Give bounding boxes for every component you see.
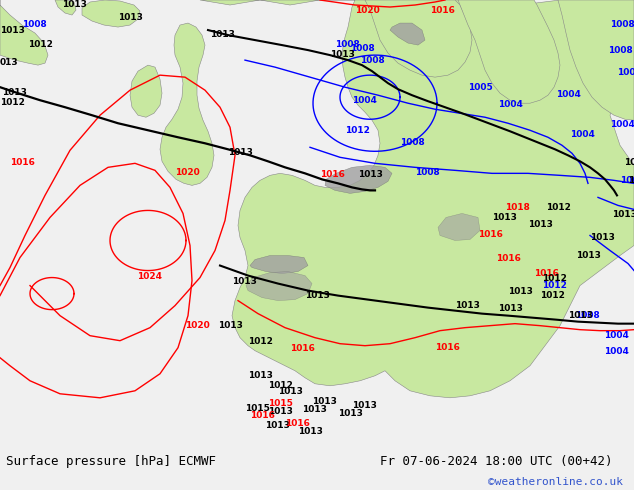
Text: 1016: 1016 bbox=[478, 230, 503, 240]
Polygon shape bbox=[458, 0, 560, 103]
Text: 1020: 1020 bbox=[355, 6, 380, 15]
Text: 1013: 1013 bbox=[590, 234, 615, 243]
Text: 1012: 1012 bbox=[345, 126, 370, 135]
Text: 1013: 1013 bbox=[265, 421, 290, 430]
Text: 1008: 1008 bbox=[415, 169, 440, 177]
Text: 1013: 1013 bbox=[508, 287, 533, 295]
Text: 1008: 1008 bbox=[335, 40, 359, 49]
Polygon shape bbox=[160, 23, 214, 185]
Text: Fr 07-06-2024 18:00 UTC (00+42): Fr 07-06-2024 18:00 UTC (00+42) bbox=[380, 455, 613, 468]
Polygon shape bbox=[130, 65, 162, 117]
Text: 1008: 1008 bbox=[575, 311, 600, 319]
Text: 1024: 1024 bbox=[138, 271, 162, 281]
Text: 1013: 1013 bbox=[455, 301, 480, 310]
Text: 1013: 1013 bbox=[298, 427, 323, 436]
Text: 1012: 1012 bbox=[0, 98, 25, 107]
Polygon shape bbox=[0, 0, 48, 65]
Text: 1016: 1016 bbox=[10, 158, 35, 167]
Text: 1020: 1020 bbox=[175, 169, 200, 177]
Text: 1004: 1004 bbox=[604, 347, 629, 356]
Text: 1008: 1008 bbox=[620, 176, 634, 185]
Text: 1013: 1013 bbox=[278, 387, 303, 396]
Text: 1008: 1008 bbox=[360, 56, 385, 65]
Polygon shape bbox=[55, 0, 76, 15]
Text: 1012: 1012 bbox=[268, 381, 293, 390]
Polygon shape bbox=[365, 0, 472, 77]
Text: 1008: 1008 bbox=[22, 20, 47, 29]
Polygon shape bbox=[438, 214, 480, 241]
Text: 1013: 1013 bbox=[118, 13, 143, 22]
Text: 1008: 1008 bbox=[350, 44, 375, 53]
Text: 1013: 1013 bbox=[612, 210, 634, 220]
Text: 1016: 1016 bbox=[250, 411, 275, 420]
Text: 1013: 1013 bbox=[62, 0, 87, 9]
Text: Surface pressure [hPa] ECMWF: Surface pressure [hPa] ECMWF bbox=[6, 455, 216, 468]
Text: 1016: 1016 bbox=[285, 419, 310, 428]
Text: 1012: 1012 bbox=[542, 273, 567, 283]
Text: 1012: 1012 bbox=[546, 203, 571, 213]
Text: 004: 004 bbox=[0, 0, 18, 2]
Text: 1008: 1008 bbox=[610, 20, 634, 29]
Text: 1013: 1013 bbox=[268, 407, 293, 416]
Text: 1013: 1013 bbox=[218, 320, 243, 330]
Text: 1004: 1004 bbox=[570, 130, 595, 139]
Text: 1005: 1005 bbox=[468, 83, 493, 92]
Text: ©weatheronline.co.uk: ©weatheronline.co.uk bbox=[488, 477, 623, 487]
Text: 1012: 1012 bbox=[248, 337, 273, 345]
Polygon shape bbox=[325, 165, 392, 194]
Text: 1013: 1013 bbox=[302, 405, 327, 414]
Text: 013: 013 bbox=[0, 58, 18, 67]
Polygon shape bbox=[390, 23, 425, 45]
Text: 1013: 1013 bbox=[2, 88, 27, 97]
Polygon shape bbox=[82, 0, 140, 27]
Text: 1016: 1016 bbox=[320, 171, 345, 179]
Text: 1013: 1013 bbox=[352, 401, 377, 410]
Text: 1004: 1004 bbox=[604, 331, 629, 340]
Text: 1013: 1013 bbox=[210, 30, 235, 39]
Text: 1008: 1008 bbox=[608, 46, 633, 55]
Text: 1016: 1016 bbox=[290, 343, 315, 353]
Text: 1016: 1016 bbox=[534, 269, 559, 277]
Text: 1013: 1013 bbox=[305, 291, 330, 299]
Text: 1012: 1012 bbox=[540, 291, 565, 299]
Text: 1013: 1013 bbox=[358, 171, 383, 179]
Text: 1013: 1013 bbox=[528, 220, 553, 229]
Text: 1015: 1015 bbox=[268, 399, 293, 408]
Polygon shape bbox=[558, 0, 634, 120]
Text: 1015: 1015 bbox=[245, 404, 270, 413]
Text: 10: 10 bbox=[628, 176, 634, 185]
Text: 1016: 1016 bbox=[435, 343, 460, 352]
Text: 1004: 1004 bbox=[617, 68, 634, 77]
Text: 1012: 1012 bbox=[542, 281, 567, 290]
Text: 1013: 1013 bbox=[0, 26, 25, 35]
Text: 1013: 1013 bbox=[576, 250, 601, 260]
Text: 1004: 1004 bbox=[556, 90, 581, 99]
Polygon shape bbox=[246, 271, 312, 300]
Text: 1013: 1013 bbox=[330, 50, 355, 59]
Text: 1013: 1013 bbox=[228, 148, 253, 157]
Text: 1013: 1013 bbox=[338, 409, 363, 418]
Text: 1018: 1018 bbox=[505, 203, 530, 213]
Text: 1004: 1004 bbox=[352, 96, 377, 105]
Text: 1013: 1013 bbox=[568, 311, 593, 319]
Text: 1004: 1004 bbox=[498, 100, 523, 109]
Polygon shape bbox=[200, 0, 634, 398]
Text: 1013: 1013 bbox=[312, 397, 337, 406]
Text: 1013: 1013 bbox=[492, 214, 517, 222]
Polygon shape bbox=[250, 255, 308, 273]
Text: 1013: 1013 bbox=[232, 276, 257, 286]
Text: 1013: 1013 bbox=[248, 371, 273, 380]
Text: 1016: 1016 bbox=[496, 253, 521, 263]
Text: 1012: 1012 bbox=[28, 40, 53, 49]
Text: 1016: 1016 bbox=[430, 6, 455, 15]
Text: 1008: 1008 bbox=[400, 138, 425, 147]
Text: 10: 10 bbox=[624, 158, 634, 167]
Text: 1020: 1020 bbox=[185, 320, 210, 330]
Text: 1004: 1004 bbox=[610, 120, 634, 129]
Text: 1013: 1013 bbox=[498, 304, 523, 313]
